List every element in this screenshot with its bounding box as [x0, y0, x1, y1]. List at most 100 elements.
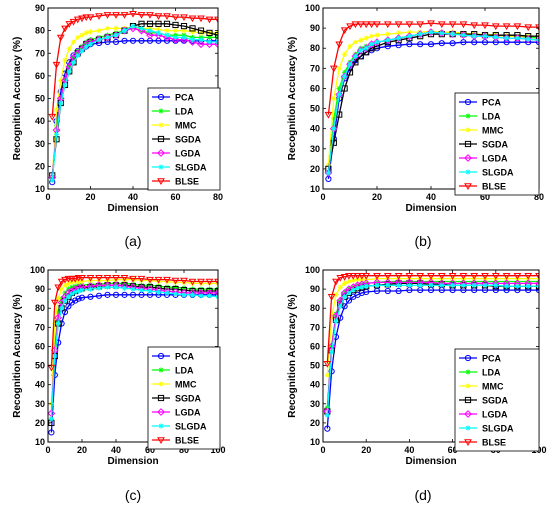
data-point-pca: [95, 292, 103, 299]
data-point-slgda: [96, 37, 102, 43]
data-point-slgda: [130, 286, 136, 292]
y-tick-label: 90: [35, 3, 45, 13]
data-point-slgda: [104, 34, 111, 41]
data-point-blse: [459, 21, 468, 29]
data-point-mmc: [87, 29, 94, 35]
data-point-blse: [197, 15, 205, 23]
data-point-blse: [491, 273, 500, 280]
data-point-slgda: [189, 37, 196, 43]
data-point-pca: [87, 293, 94, 300]
data-point-blse: [327, 294, 336, 301]
data-point-lda: [406, 278, 412, 285]
data-point-slgda: [172, 34, 179, 41]
data-point-sgda: [189, 25, 196, 32]
data-point-lda: [104, 280, 111, 286]
data-point-lgda: [448, 30, 457, 39]
data-point-blse: [332, 278, 340, 286]
data-point-blse: [73, 16, 82, 24]
data-point-blse: [448, 273, 457, 280]
data-point-lgda: [340, 72, 349, 81]
data-point-slgda: [493, 34, 499, 40]
data-point-blse: [48, 113, 57, 121]
data-point-slgda: [55, 320, 61, 327]
y-tick-label: 80: [35, 303, 45, 313]
data-point-pca: [427, 41, 435, 48]
data-point-lgda: [405, 32, 414, 41]
data-point-slgda: [331, 126, 337, 132]
y-axis-label: Recognition Accuracy (%): [12, 294, 23, 418]
data-point-pca: [129, 291, 137, 298]
data-point-slgda: [406, 282, 412, 288]
data-point-lgda: [481, 32, 489, 41]
data-point-slgda: [206, 39, 213, 45]
legend-label: SLGDA: [482, 167, 514, 177]
legend-marker: [157, 394, 165, 402]
data-point-slgda: [525, 36, 531, 42]
data-point-lgda: [214, 289, 218, 297]
y-tick-label: 50: [35, 94, 45, 104]
legend-label: BLSE: [482, 437, 506, 447]
legend-marker: [465, 425, 471, 431]
data-point-blse: [78, 274, 86, 282]
x-tick-label: 40: [111, 445, 121, 455]
data-point-slgda: [189, 292, 196, 298]
x-tick-label: 20: [361, 445, 371, 455]
data-point-mmc: [79, 32, 85, 38]
data-point-pca: [449, 40, 456, 47]
data-point-lgda: [205, 40, 214, 49]
x-axis-label: Dimension: [107, 456, 158, 467]
data-point-mmc: [337, 284, 343, 290]
data-point-blse: [405, 21, 414, 29]
data-point-mmc: [164, 278, 170, 285]
data-point-blse: [180, 277, 188, 285]
data-point-blse: [78, 15, 86, 23]
data-point-slgda: [396, 35, 402, 41]
y-tick-label: 70: [310, 322, 320, 332]
data-point-blse: [437, 273, 446, 280]
data-point-slgda: [396, 282, 402, 288]
y-tick-label: 50: [35, 361, 45, 371]
data-point-slgda: [181, 292, 187, 298]
legend-marker: [465, 127, 471, 133]
data-point-pca: [373, 287, 381, 295]
data-point-blse: [345, 273, 353, 280]
data-point-blse: [52, 61, 61, 69]
legend-marker: [464, 98, 472, 106]
data-point-mmc: [189, 29, 196, 35]
data-point-mmc: [352, 39, 358, 45]
data-point-slgda: [342, 294, 348, 300]
data-point-blse: [171, 14, 180, 22]
series-line-pca: [326, 289, 539, 429]
data-point-mmc: [75, 34, 81, 41]
data-point-blse: [103, 12, 112, 19]
panel-label: (b): [414, 233, 431, 249]
data-point-slgda: [138, 287, 145, 293]
legend-label: LDA: [482, 367, 501, 377]
legend-label: LGDA: [175, 407, 201, 417]
data-point-blse: [65, 21, 74, 28]
data-point-blse: [146, 12, 154, 19]
data-point-blse: [383, 273, 392, 280]
y-axis-label: Recognition Accuracy (%): [12, 37, 23, 161]
data-point-mmc: [206, 280, 213, 286]
legend-label: BLSE: [175, 176, 199, 186]
y-tick-label: 60: [35, 341, 45, 351]
y-tick-label: 50: [310, 361, 320, 371]
data-point-mmc: [331, 95, 337, 102]
data-point-lda: [525, 278, 531, 285]
series-line-pca: [327, 41, 539, 179]
data-point-blse: [112, 274, 120, 282]
data-point-mmc: [342, 280, 348, 286]
data-point-pca: [328, 368, 335, 375]
data-point-blse: [95, 13, 103, 20]
data-point-blse: [171, 277, 180, 285]
data-point-lgda: [188, 38, 197, 46]
x-tick-label: 20: [85, 192, 95, 202]
data-point-slgda: [525, 283, 531, 289]
panel-b: 0 20 40 60 80 10 20 30 40 50 60 70 80 90 100 Dimension R…: [287, 3, 544, 249]
data-point-blse: [61, 276, 69, 284]
data-point-blse: [356, 21, 365, 29]
x-tick-label: 0: [45, 192, 50, 202]
legend-marker: [157, 135, 165, 143]
data-point-pca: [121, 37, 128, 44]
